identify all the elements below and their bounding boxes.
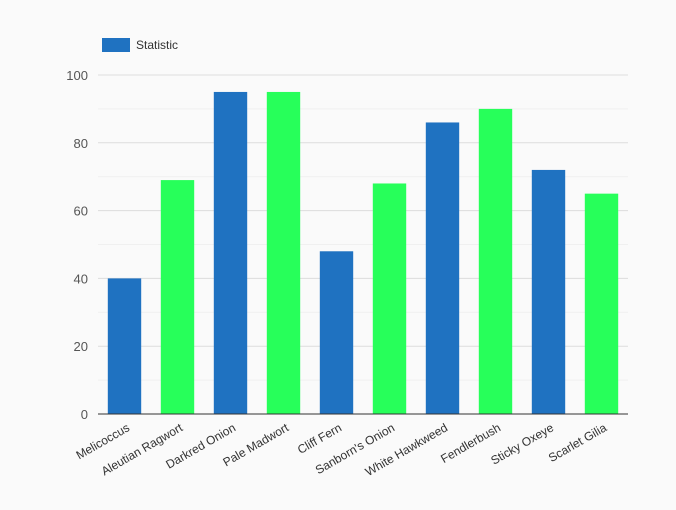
y-tick-label: 80 [74,136,88,151]
legend-label[interactable]: Statistic [136,38,178,52]
bar-cliff-fern[interactable] [319,251,354,414]
bar-fendlerbush[interactable] [478,108,513,415]
bar-darkred-onion[interactable] [213,91,248,414]
y-tick-label: 100 [66,68,88,83]
legend[interactable]: Statistic [102,38,178,52]
y-tick-label: 40 [74,271,88,286]
bar-sticky-oxeye[interactable] [531,169,566,414]
bar-white-hawkweed[interactable] [425,122,460,415]
bar-sanborn-s-onion[interactable] [372,183,407,414]
x-tick-label: Scarlet Gilia [546,420,609,465]
bars [107,91,619,415]
legend-swatch[interactable] [102,38,130,52]
bar-aleutian-ragwort[interactable] [160,180,195,414]
bar-pale-madwort[interactable] [266,91,301,414]
y-tick-label: 20 [74,339,88,354]
bar-scarlet-gilia[interactable] [584,193,619,414]
y-tick-label: 0 [81,407,88,422]
bar-melicoccus[interactable] [107,278,142,414]
y-tick-label: 60 [74,204,88,219]
